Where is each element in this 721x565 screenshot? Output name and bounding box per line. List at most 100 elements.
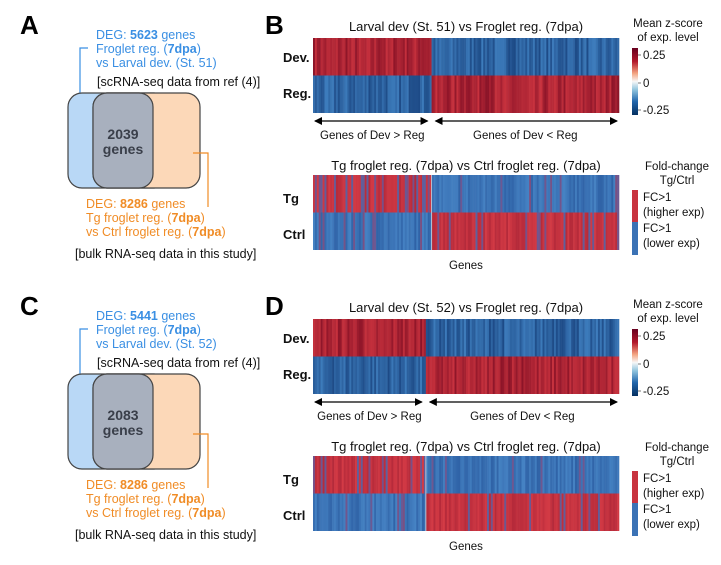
heatmap-cell [466, 493, 469, 531]
heatmap-cell [343, 212, 346, 250]
heatmap-cell [557, 493, 561, 531]
heatmap-cell [586, 456, 589, 494]
heatmap-cell [529, 456, 532, 494]
heatmap-cell [402, 456, 406, 494]
heatmap-cell [313, 319, 316, 357]
heatmap-cell [400, 75, 404, 113]
heatmap-cell [418, 456, 421, 494]
heatmap-cell [540, 212, 543, 250]
heatmap-cell [540, 493, 543, 531]
heatmap-cell [364, 75, 367, 113]
heatmap-cell [341, 75, 344, 113]
heatmap-cell [597, 175, 601, 213]
heatmap-cell [414, 493, 417, 531]
heatmap-cell [318, 319, 321, 357]
heatmap-cell [366, 356, 369, 394]
heatmap-cell [335, 175, 339, 213]
heatmap-cell [420, 38, 423, 76]
prefix: vs Ctrl froglet reg. ( [86, 225, 193, 239]
heatmap-cell [420, 75, 423, 113]
panel-label: B [265, 10, 284, 40]
heatmap-cell [586, 319, 589, 357]
heatmap-cell [542, 175, 545, 213]
suffix: ) [197, 42, 201, 56]
heatmap-cell [335, 75, 339, 113]
heatmap-cell [521, 493, 524, 531]
heatmap-cell [446, 319, 450, 357]
heatmap-cell [385, 38, 388, 76]
heatmap-cell [473, 456, 476, 494]
heatmap-cell [330, 356, 333, 394]
heatmap-cell [320, 212, 323, 250]
heatmap-cell [567, 456, 570, 494]
heatmap-cell [483, 319, 486, 357]
heatmap-cell [466, 456, 469, 494]
heatmap-cell [393, 38, 396, 76]
heatmap-cell [561, 456, 564, 494]
heatmap-cell [326, 212, 329, 250]
heatmap-cell [557, 356, 561, 394]
heatmap-cell [355, 175, 358, 213]
heatmap-cell [498, 175, 501, 213]
heatmap-cell [590, 319, 593, 357]
heatmap-cell [536, 75, 539, 113]
heatmap-cell [471, 175, 474, 213]
heatmap-cell [467, 212, 471, 250]
heatmap-cell [538, 175, 541, 213]
heatmap-cell [521, 356, 524, 394]
heatmap-cell [521, 38, 524, 76]
heatmap-cell [469, 75, 473, 113]
heatmap-cell [452, 319, 455, 357]
heatmap-cell [473, 75, 476, 113]
heatmap-cell [555, 493, 559, 531]
heatmap-cell [423, 456, 427, 494]
heatmap-cell [360, 493, 364, 531]
heatmap-cell [395, 38, 398, 76]
heatmap-cell [488, 356, 492, 394]
heatmap-cell [597, 212, 601, 250]
heatmap-cell [617, 493, 620, 531]
heatmap-cell [613, 493, 616, 531]
x-axis-label-genes: Genes [449, 260, 483, 272]
heatmap-cell [341, 493, 344, 531]
heatmap-cell [456, 456, 459, 494]
heatmap-cell [594, 319, 597, 357]
heatmap-cell [423, 75, 427, 113]
heatmap-cell [402, 212, 406, 250]
heatmap-cell [435, 212, 438, 250]
heatmap-cell [345, 356, 348, 394]
heatmap-cell [475, 319, 478, 357]
heatmap-cell [446, 38, 450, 76]
heatmap-cell [362, 75, 365, 113]
heatmap-cell [588, 75, 591, 113]
heatmap-cell [485, 175, 488, 213]
heatmap-cell [596, 456, 599, 494]
heatmap-cell [399, 456, 402, 494]
heatmap-cell [594, 75, 597, 113]
heatmap-cell [368, 175, 371, 213]
heatmap-cell [550, 493, 553, 531]
heatmap-cell [437, 493, 440, 531]
heatmap-cell [439, 456, 442, 494]
heatmap-cell [422, 212, 425, 250]
fc-low-label: (lower exp) [643, 238, 700, 250]
heatmap-cell [379, 75, 383, 113]
heatmap-cell [471, 75, 474, 113]
heatmap-cell [483, 75, 486, 113]
heatmap-cell [527, 456, 530, 494]
heatmap-cell [599, 38, 603, 76]
heatmap-cell [420, 456, 423, 494]
heatmap-cell [615, 456, 618, 494]
heatmap-cell [393, 356, 396, 394]
heatmap-cell [498, 456, 501, 494]
heatmap-cell [391, 175, 394, 213]
heatmap-cell [466, 38, 469, 76]
heatmap-cell [433, 38, 436, 76]
prefix: DEG: [96, 309, 130, 323]
heatmap-cell [376, 319, 379, 357]
fc-legend-title: Fold-change [645, 442, 709, 454]
heatmap-cell [410, 456, 413, 494]
heatmap-cell [337, 456, 341, 494]
heatmap-cell [464, 319, 467, 357]
heatmap-cell [314, 456, 318, 494]
